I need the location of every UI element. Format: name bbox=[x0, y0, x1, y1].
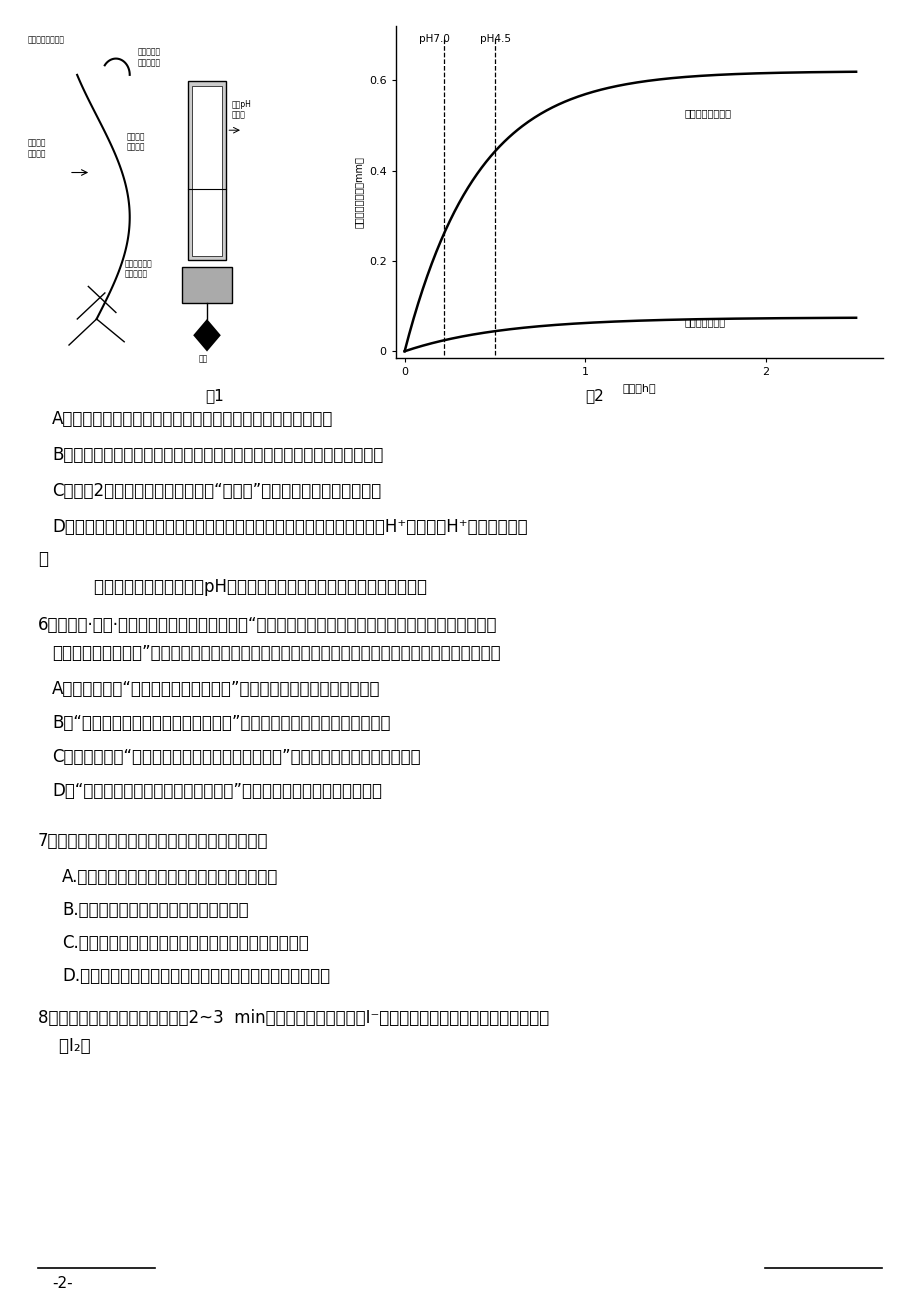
Text: 图2: 图2 bbox=[585, 388, 604, 404]
Text: D．“有心栽花花不开，无心插柳柳成药”体现了生态系统物质循环的功能: D．“有心栽花花不开，无心插柳柳成药”体现了生态系统物质循环的功能 bbox=[52, 783, 381, 799]
Text: 暗中生长黄瓜幼苗: 暗中生长黄瓜幼苗 bbox=[28, 35, 64, 44]
Text: D.利用石英可生产高纯硅，高纯硅是制光导纤维的重要材料: D.利用石英可生产高纯硅，高纯硅是制光导纤维的重要材料 bbox=[62, 967, 330, 986]
Text: C．《韩非子》“人民众而货财寡，事力劳而供养薄”体现了节制人口增长的重要性: C．《韩非子》“人民众而货财寡，事力劳而供养薄”体现了节制人口增长的重要性 bbox=[52, 749, 420, 766]
Text: 图1: 图1 bbox=[206, 388, 224, 404]
Text: C．由图2结果推测，决定黄瓜切断“酸生长”特性的物质最可能是蛋白质: C．由图2结果推测，决定黄瓜切断“酸生长”特性的物质最可能是蛋白质 bbox=[52, 482, 380, 500]
Text: 7、化学与生产、生活密切相关。下列说法正确的是: 7、化学与生产、生活密切相关。下列说法正确的是 bbox=[38, 832, 268, 850]
Text: 加热或不
加热处理: 加热或不 加热处理 bbox=[127, 133, 145, 152]
Polygon shape bbox=[193, 319, 221, 352]
Text: -2-: -2- bbox=[52, 1276, 73, 1292]
Text: B．对冰冻融化后的切段进行加热或不加热处理，然后测定切段增加的长度: B．对冰冻融化后的切段进行加热或不加热处理，然后测定切段增加的长度 bbox=[52, 447, 383, 464]
Text: 位置传感器测
定切段增长: 位置传感器测 定切段增长 bbox=[124, 259, 152, 279]
Text: 加热处理的切段: 加热处理的切段 bbox=[684, 318, 725, 327]
Text: 切取快速
生长部位: 切取快速 生长部位 bbox=[28, 139, 46, 159]
Text: A.漂白粉杀菌与活性炭除去水中异味的原理相同: A.漂白粉杀菌与活性炭除去水中异味的原理相同 bbox=[62, 868, 278, 885]
Text: 细胞外的细胞壁中，降低pH，促进细胞壁伸展，进而促进细胞体积增大。: 细胞外的细胞壁中，降低pH，促进细胞壁伸展，进而促进细胞体积增大。 bbox=[52, 578, 426, 596]
Text: A．多细胞植物体的伸长生长是细胞数量和细胞体积增加的结果: A．多细胞植物体的伸长生长是细胞数量和细胞体积增加的结果 bbox=[52, 410, 333, 428]
Text: pH7.0: pH7.0 bbox=[419, 34, 449, 44]
Text: B.硫酸铁晶体可用于袋装食品中的脱氧剂: B.硫酸铁晶体可用于袋装食品中的脱氧剂 bbox=[62, 901, 248, 919]
Bar bbox=[191, 86, 221, 255]
Bar bbox=[187, 81, 226, 260]
Text: D．生长素促进细胞生长的可能机制是生长素与受体结合，激活了膜上运输H⁺的泵，将H⁺从细胞内转运: D．生长素促进细胞生长的可能机制是生长素与受体结合，激活了膜上运输H⁺的泵，将H… bbox=[52, 518, 528, 536]
Text: B．“銀烛秋光冷画屏，轻罗小扇扑流萤”，体现了生态系统信息传递的功能: B．“銀烛秋光冷画屏，轻罗小扇扑流萤”，体现了生态系统信息传递的功能 bbox=[52, 713, 390, 732]
Text: 不同pH
的溶液: 不同pH 的溶液 bbox=[232, 100, 252, 120]
Text: 未加热处理的切段: 未加热处理的切段 bbox=[684, 108, 731, 118]
Text: 6．《庄子·内篇·人间世》中，庄子对弟子说：“桂可食，故伐之；漆可用，故割之。人皆知有用之用，: 6．《庄子·内篇·人间世》中，庄子对弟子说：“桂可食，故伐之；漆可用，故割之。人… bbox=[38, 616, 497, 634]
Text: C.地沟油可用来生产肥皂、甘油，达到废物利用的目的: C.地沟油可用来生产肥皂、甘油，达到废物利用的目的 bbox=[62, 934, 309, 952]
Text: pH4.5: pH4.5 bbox=[480, 34, 511, 44]
Text: 8．某同学取海带灰加蕊馏水煮沑2~3  min，冷却，过滤，获得含I⁻的溶液，并设计以下实验方案，从中提: 8．某同学取海带灰加蕊馏水煮沑2~3 min，冷却，过滤，获得含I⁻的溶液，并设… bbox=[38, 1009, 549, 1027]
Text: 取I₂。: 取I₂。 bbox=[38, 1036, 91, 1055]
Text: 而莫知无用之用也。”从中可见，我国古人很早就已经意识到生态文明的重要意义。以下说法错误的是: 而莫知无用之用也。”从中可见，我国古人很早就已经意识到生态文明的重要意义。以下说… bbox=[52, 644, 500, 661]
Text: 冰冻融化去
除原生质体: 冰冻融化去 除原生质体 bbox=[138, 48, 161, 68]
Text: 拉力: 拉力 bbox=[199, 354, 208, 363]
X-axis label: 时间（h）: 时间（h） bbox=[622, 383, 655, 393]
Y-axis label: 切段增加的长度（mm）: 切段增加的长度（mm） bbox=[353, 156, 363, 228]
Bar bbox=[182, 267, 232, 303]
Text: 到: 到 bbox=[38, 549, 48, 568]
Text: A．庄子的话和“绿水青山就是金山銀山”都体现了保护生物多样性的价值: A．庄子的话和“绿水青山就是金山銀山”都体现了保护生物多样性的价值 bbox=[52, 680, 380, 698]
